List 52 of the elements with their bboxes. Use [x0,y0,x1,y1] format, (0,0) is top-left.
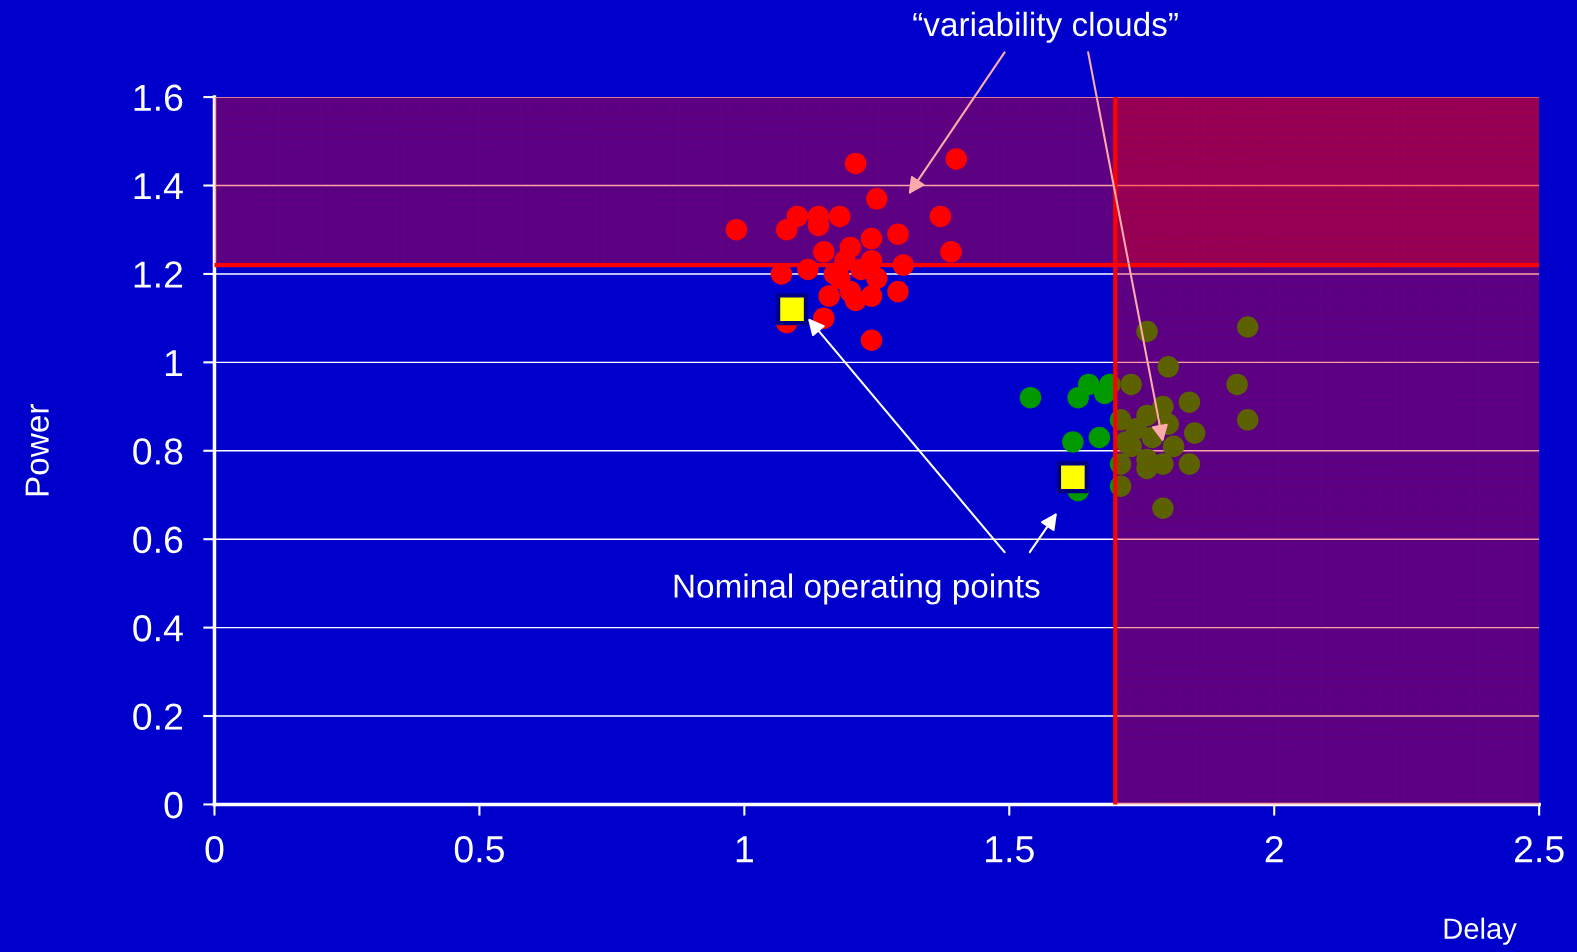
point [1226,373,1248,396]
point [887,223,909,245]
point [1178,391,1201,413]
point [1157,356,1179,378]
y-tick-label: 0.4 [133,615,183,642]
point [813,241,835,263]
x-tick-label: 0.5 [454,835,504,863]
point [1062,431,1084,453]
point [860,227,883,250]
x-tick-label: 0 [205,835,224,863]
annotation: “variability clouds” [913,11,1178,43]
x-axis-title: Delay [1444,917,1517,945]
y-tick-label: 0.6 [133,526,183,554]
y-axis-title: Power [25,404,49,496]
point [940,241,962,263]
y-tick-label: 0 [164,791,183,819]
point [1019,386,1042,409]
point [1093,382,1116,405]
point [1178,453,1201,475]
y-tick-label: 0.8 [133,438,183,465]
point [860,329,883,352]
point [1088,426,1111,449]
point [866,267,888,290]
x-tick-label: 1 [736,836,753,863]
point [1056,461,1089,494]
point [887,280,909,303]
x-tick-label: 2.5 [1514,835,1564,863]
point [776,293,809,326]
point [929,205,952,228]
y-tick-label: 1 [165,350,183,376]
point [1183,422,1206,444]
point [1236,409,1259,431]
y-tick-label: 1.6 [134,84,183,112]
point [828,205,851,228]
point [1236,316,1259,338]
point [725,218,748,241]
point [1120,373,1142,396]
y-tick-label: 0.2 [133,703,183,730]
x-tick-label: 1.5 [986,836,1034,863]
point [818,285,840,307]
point [786,205,809,228]
point [1162,435,1185,458]
annotation: Nominal operating points [674,573,1040,605]
y-tick-label: 1.4 [134,173,183,200]
point [860,285,883,307]
point [866,188,888,210]
y-tick-label: 1.2 [134,261,183,288]
point [945,148,968,170]
x-tick-label: 2 [1265,835,1283,863]
point [1152,497,1174,519]
point [844,152,867,175]
point [1078,373,1100,396]
